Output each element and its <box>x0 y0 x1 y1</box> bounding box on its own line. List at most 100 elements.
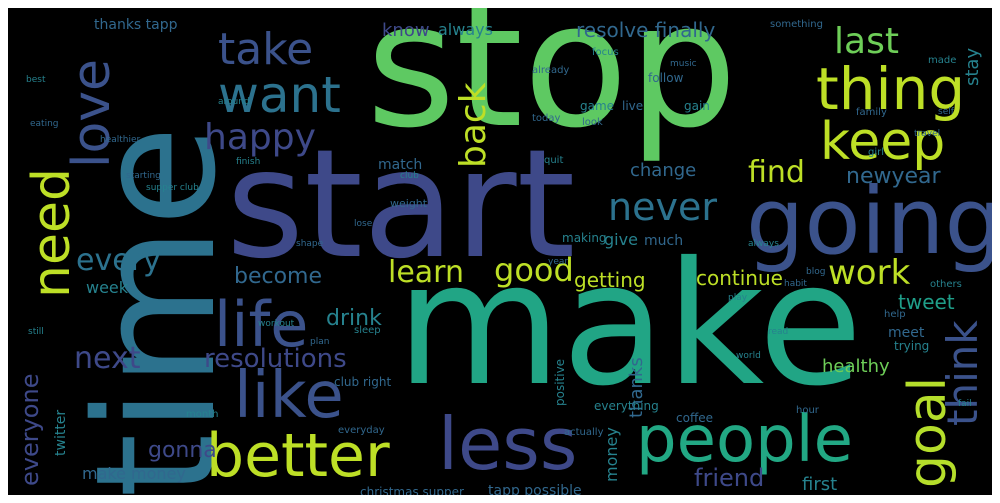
word-first: first <box>802 474 838 495</box>
word-live: live <box>622 99 644 113</box>
word-quit: quit <box>544 155 564 166</box>
word-resolutions: resolutions <box>204 344 347 374</box>
word-around: around <box>218 97 250 107</box>
word-need: need <box>22 168 82 298</box>
word-less: less <box>438 402 578 486</box>
word-club-right: club right <box>334 375 392 389</box>
word-going: going <box>746 168 992 275</box>
word-blog: blog <box>806 267 826 277</box>
word-much: much <box>644 233 684 249</box>
word-read: read <box>768 327 789 337</box>
word-become: become <box>234 264 323 289</box>
word-positive: positive <box>553 358 567 406</box>
word-keep: keep <box>820 112 946 172</box>
word-tapp-possible: tapp possible <box>488 483 582 495</box>
word-cloud: stop start make time going people less b… <box>8 8 992 495</box>
word-like: like <box>234 359 344 433</box>
word-friend: friend <box>694 464 765 492</box>
word-workout: workout <box>258 319 295 329</box>
word-supper-club: supper club <box>146 183 199 193</box>
word-plan: plan <box>310 337 330 347</box>
word-give: give <box>604 230 638 249</box>
word-thanks-tapp: thanks tapp <box>94 17 178 33</box>
word-eating: eating <box>30 119 59 129</box>
word-travel: travel <box>914 129 941 139</box>
word-people: people <box>636 403 853 477</box>
word-others: others <box>930 279 962 290</box>
word-continue: continue <box>696 266 783 290</box>
word-life: life <box>214 288 309 361</box>
word-still: still <box>28 327 44 337</box>
word-healthier: healthier <box>100 135 141 145</box>
word-fail: fail <box>958 399 972 409</box>
word-world: world <box>736 351 761 361</box>
word-newyear: newyear <box>846 164 941 189</box>
word-love: love <box>62 58 122 168</box>
word-week: week <box>86 278 129 297</box>
word-christmas-supper: christmas supper <box>360 485 464 495</box>
word-work: work <box>828 253 911 293</box>
word-everything: everything <box>594 399 659 413</box>
word-lose: lose <box>354 219 373 229</box>
word-everyday: everyday <box>338 425 385 436</box>
word-tweet: tweet <box>898 290 955 314</box>
word-finish: finish <box>236 157 261 167</box>
word-everyone: everyone <box>16 373 44 486</box>
word-coffee: coffee <box>676 411 713 425</box>
word-thing: thing <box>816 55 966 123</box>
word-trying: trying <box>894 339 930 353</box>
word-starting: starting <box>126 171 161 181</box>
word-already: already <box>532 65 570 76</box>
word-think: think <box>938 320 987 426</box>
word-weight: weight <box>390 197 428 210</box>
word-better: better <box>206 421 390 491</box>
word-always-small: always <box>748 239 779 249</box>
word-next: next <box>74 341 141 376</box>
word-stay: stay <box>962 47 983 86</box>
word-play: play <box>728 293 748 303</box>
word-last: last <box>834 21 899 62</box>
word-gain: gain <box>684 99 710 113</box>
word-family: family <box>856 107 887 118</box>
word-club: club <box>400 171 419 181</box>
word-sleep: sleep <box>354 325 381 336</box>
word-drink: drink <box>326 306 382 331</box>
word-gonna: gonna <box>148 438 217 463</box>
word-start: start <box>226 118 576 292</box>
word-look: look <box>582 117 603 128</box>
word-month: month <box>186 409 219 420</box>
word-music: music <box>670 59 697 69</box>
word-twitter: twitter <box>53 409 69 456</box>
word-best: best <box>26 75 46 85</box>
word-focus: focus <box>592 47 619 58</box>
word-resolve-finally: resolve finally <box>576 18 716 42</box>
word-happy: happy <box>204 117 316 158</box>
word-healthy: healthy <box>822 356 890 377</box>
word-meet: meet <box>888 325 925 341</box>
word-back: back <box>453 82 494 168</box>
word-take: take <box>218 24 314 75</box>
word-find: find <box>748 155 805 190</box>
word-self: self <box>938 107 954 117</box>
word-girl: girl <box>868 147 885 158</box>
word-habit: habit <box>784 279 807 289</box>
word-good: good <box>494 251 574 289</box>
word-making: making <box>562 231 607 245</box>
word-shape: shape <box>296 239 324 249</box>
word-want: want <box>218 66 341 124</box>
word-help: help <box>884 309 906 320</box>
word-never: never <box>608 185 717 229</box>
word-every: every <box>76 243 161 278</box>
word-getting: getting <box>574 268 646 292</box>
word-follow: follow <box>648 71 684 85</box>
word-know: know <box>382 20 430 41</box>
word-make-money: make money <box>82 464 186 483</box>
word-actually: actually <box>564 427 604 438</box>
word-change: change <box>630 160 697 181</box>
word-year: year <box>548 257 569 267</box>
word-learn: learn <box>388 255 464 290</box>
word-match: match <box>378 157 423 173</box>
word-something: something <box>770 19 823 30</box>
word-money: money <box>602 427 621 482</box>
word-today: today <box>532 113 561 124</box>
